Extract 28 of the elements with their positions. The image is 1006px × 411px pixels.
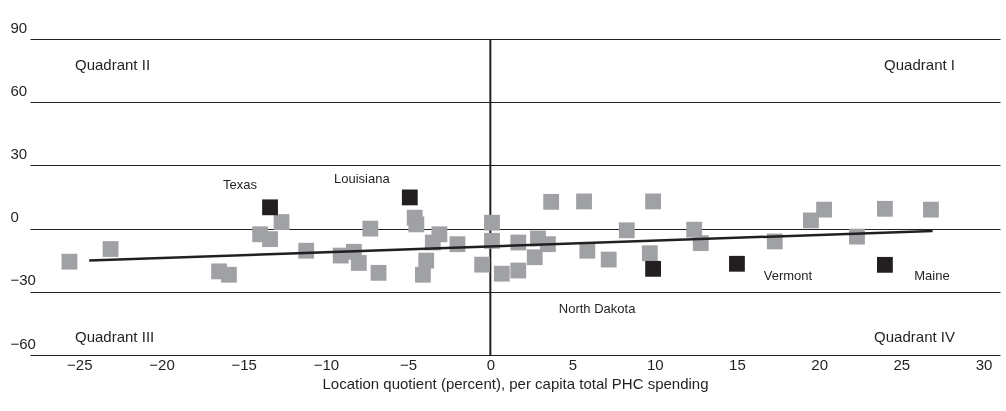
x-tick-label: −25 [67, 355, 93, 373]
y-tick-label: 0 [10, 208, 19, 226]
annotation: Quadrant I [884, 56, 955, 73]
x-tick-label: −20 [149, 355, 175, 373]
y-tick-label: 30 [10, 144, 28, 162]
x-tick-label: 25 [893, 355, 911, 373]
annotation: Quadrant II [75, 56, 151, 73]
x-tick-label: 20 [811, 355, 828, 373]
y-tick-label: −60 [10, 334, 36, 352]
annotation: Louisiana [333, 171, 391, 187]
x-tick-label: 30 [975, 355, 993, 373]
x-tick-label: −15 [231, 355, 257, 373]
annotation: Vermont [763, 267, 813, 283]
annotation: Texas [223, 177, 258, 193]
annotation: Quadrant IV [874, 328, 955, 345]
x-tick-label: 5 [568, 355, 578, 373]
y-tick-label: −30 [10, 271, 36, 289]
x-tick-label: −10 [313, 355, 340, 373]
x-tick-label: 0 [486, 355, 496, 373]
x-tick-label: 10 [646, 355, 664, 373]
y-tick-label: 60 [10, 81, 28, 99]
annotation: North Dakota [558, 300, 637, 316]
y-tick-label: 90 [10, 18, 28, 36]
annotation: Quadrant III [75, 328, 155, 345]
x-tick-label: 15 [729, 355, 746, 373]
x-axis-title: Location quotient (percent), per capita total PHC spending [322, 374, 709, 392]
x-tick-label: −5 [400, 355, 418, 373]
annotation: Maine [914, 267, 950, 283]
